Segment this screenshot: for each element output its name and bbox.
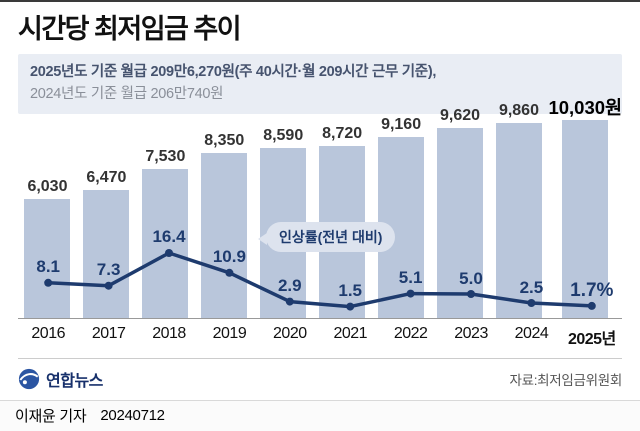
rate-value-label: 16.4: [152, 227, 186, 247]
subtitle-line-2: 2024년도 기준 월급 206만740원: [30, 85, 224, 102]
bar-column: 9,860: [490, 101, 549, 318]
rate-value-label: 1.7%: [570, 280, 614, 302]
wage-bar: [24, 198, 71, 318]
rate-point: [165, 248, 173, 257]
bar-value-label: 9,860: [498, 101, 539, 119]
rate-value-label: 1.5: [338, 281, 363, 301]
wage-bar: [83, 189, 130, 318]
rate-value-label: 2.5: [519, 277, 544, 297]
wage-bar: [562, 119, 609, 318]
yonhap-globe-icon: [18, 368, 40, 389]
x-axis-label: 2024: [514, 324, 549, 342]
rate-value-label: 10.9: [212, 247, 246, 267]
bar-column: 9,620: [431, 106, 490, 318]
rate-value-label: 2.9: [277, 276, 302, 296]
subtitle-box: 2025년도 기준 월급 209만6,270원(주 40시간·월 209시간 근…: [18, 54, 622, 114]
wage-bar: [437, 127, 484, 318]
x-axis-label: 2021: [333, 324, 368, 342]
callout-label: 인상률(전년 대비): [279, 228, 383, 245]
bar-column: 6,030: [18, 177, 77, 318]
subtitle-line-1: 2025년도 기준 월급 209만6,270원(주 40시간·월 209시간 근…: [30, 64, 437, 80]
x-axis-label: 2019: [212, 324, 247, 342]
callout-pointer-icon: [258, 232, 267, 245]
rate-point: [527, 298, 536, 307]
rate-value-label: 8.1: [36, 257, 61, 277]
bar-column: 6,470: [77, 168, 136, 318]
bar-value-label: 6,470: [86, 168, 127, 186]
x-axis-label: 2022: [393, 324, 428, 342]
bar-value-label: 6,030: [27, 177, 68, 195]
rate-callout: 인상률(전년 대비): [258, 221, 396, 252]
rate-value-label: 7.3: [96, 260, 121, 280]
yonhap-logo: 연합뉴스: [18, 367, 103, 391]
bar-column: 7,530: [136, 147, 195, 318]
x-axis-label: 2016: [31, 324, 65, 342]
bar-group: 6,030 6,470 7,530 8,350 8,590 8,720: [18, 97, 622, 318]
rate-line: [46, 250, 594, 308]
chart-area: 6,030 6,470 7,530 8,350 8,590 8,720: [18, 97, 622, 318]
bar-value-label: 9,620: [440, 106, 481, 124]
logo-text: 연합뉴스: [46, 372, 103, 390]
rate-point: [346, 302, 355, 311]
bar-value-label: 7,530: [145, 147, 186, 165]
rate-point: [285, 297, 294, 306]
rate-point: [587, 301, 596, 310]
wage-bar: [495, 122, 542, 318]
byline-bar: 이재윤 기자 20240712: [0, 399, 640, 431]
bar-value-label: 10,030원: [548, 96, 623, 118]
bar-column: 8,350: [195, 131, 254, 318]
wage-bar: [201, 152, 248, 318]
footer: 연합뉴스 자료:최저임금위원회: [18, 357, 622, 400]
byline-date: 20240712: [100, 407, 165, 425]
bar-value-label: 8,350: [204, 131, 245, 149]
page-title: 시간당 최저임금 추이: [18, 14, 242, 44]
bar-value-label: 8,590: [263, 126, 304, 144]
rate-value-label: 5.1: [398, 268, 423, 288]
rate-value-label: 5.0: [459, 268, 483, 288]
rate-point: [104, 281, 113, 290]
x-axis: 2016 2017 2018 2019 2020 2021 2022 2023 …: [18, 317, 622, 349]
x-axis-label: 2018: [152, 324, 186, 342]
bar-value-label: 9,160: [381, 115, 422, 133]
rate-line-chart: [44, 248, 596, 311]
x-axis-label: 2025년: [567, 330, 616, 348]
rate-point: [467, 289, 475, 298]
rate-point: [44, 278, 53, 287]
bar-column: 10,030원: [548, 96, 623, 318]
rate-point: [406, 289, 415, 298]
x-axis-label: 2017: [91, 324, 126, 342]
reporter-name: 이재윤 기자: [15, 408, 87, 426]
x-axis-label: 2023: [454, 324, 488, 342]
wage-bar: [142, 168, 189, 318]
bar-value-label: 8,720: [322, 124, 363, 142]
source-credit: 자료:최저임금위원회: [509, 372, 622, 388]
rate-point: [225, 268, 234, 277]
x-axis-label: 2020: [273, 324, 307, 342]
